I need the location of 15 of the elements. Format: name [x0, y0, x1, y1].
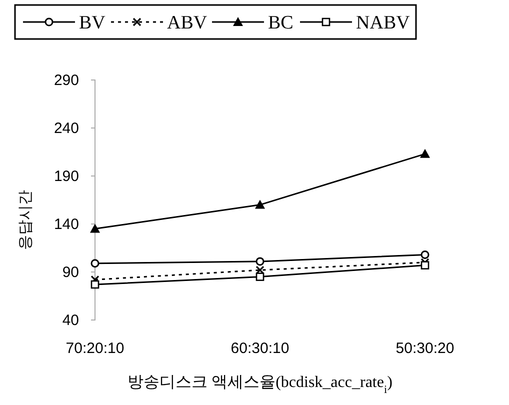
y-tick-label: 40 [62, 312, 79, 329]
x-tick-label: 70:20:10 [66, 340, 124, 357]
y-tick-label: 190 [54, 168, 79, 185]
y-tick-label: 290 [54, 72, 79, 89]
legend-label: BC [268, 12, 294, 34]
y-tick-label: 90 [62, 264, 79, 281]
x-axis-title: 방송디스크 액세스율(bcdisk_acc_rate$_{i}$) [128, 374, 392, 396]
legend-label: NABV [356, 12, 410, 34]
y-axis-title: 응답시간 [16, 190, 34, 250]
y-tick-label: 240 [54, 120, 79, 137]
y-tick-label: 140 [54, 216, 79, 233]
legend-label: BV [79, 12, 106, 34]
x-tick-label: 60:30:10 [230, 340, 290, 357]
legend-label: ABV [167, 12, 208, 34]
x-tick-label: 50:30:20 [396, 340, 454, 357]
